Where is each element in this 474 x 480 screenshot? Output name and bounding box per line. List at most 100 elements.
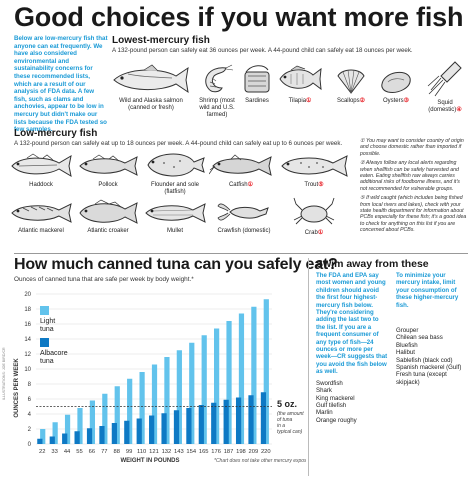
fish-item-catfish: Catfish① <box>208 152 274 189</box>
bar-albacore-tuna <box>37 438 43 444</box>
fish-label: Crab <box>304 230 318 236</box>
fish-item-squid: Squid (domestic)④ <box>420 58 470 114</box>
y-tick-label: 10 <box>24 367 31 373</box>
tilapia-icon <box>279 65 322 91</box>
legend-swatch <box>40 338 49 347</box>
salmon-icon <box>113 64 189 94</box>
fish-label: Trout <box>304 182 319 188</box>
mullet-icon <box>145 203 206 223</box>
oyster-icon <box>381 71 411 93</box>
footnote-mark: ① <box>306 98 312 104</box>
fish-label: Haddock <box>29 182 53 188</box>
tuna-subtitle: Ounces of canned tuna that are safe per … <box>14 276 194 283</box>
bar-light-tuna <box>89 400 96 444</box>
y-tick-label: 18 <box>24 307 31 313</box>
trout-icon <box>281 155 348 177</box>
fish-item-sardines: Sardines <box>240 62 274 105</box>
squid-icon <box>427 61 462 97</box>
mackerel-icon <box>11 203 72 223</box>
footnote-mark: ⑤ <box>318 182 324 188</box>
x-tick-label: 154 <box>186 449 196 455</box>
list-item: Gulf tilefish <box>316 401 347 409</box>
x-tick-label: 209 <box>249 449 259 455</box>
legend-label: Albacore tuna <box>40 350 68 365</box>
x-tick-label: 143 <box>174 449 184 455</box>
footnote-mark: ③ <box>403 98 410 104</box>
bar-light-tuna <box>114 386 120 444</box>
fish-item-crawfish: Crawfish (domestic) <box>214 196 274 235</box>
bar-albacore-tuna <box>173 410 180 444</box>
fish-label: Flounder and sole (flatfish) <box>150 182 200 195</box>
y-axis-label: OUNCES PER WEEK <box>14 358 20 418</box>
list-item: Halibut <box>396 349 415 357</box>
fish-label: Catfish <box>228 182 248 188</box>
x-tick-label: 44 <box>64 449 71 455</box>
flatfish-icon <box>147 153 205 177</box>
bar-albacore-tuna <box>149 415 155 444</box>
y-tick-label: 4 <box>28 412 32 418</box>
fish-item-oysters: Oysters③ <box>376 66 416 105</box>
list-item: Bluefish <box>396 341 418 349</box>
pollock-icon <box>79 154 138 176</box>
column-divider <box>308 258 309 476</box>
fish-label: Crawfish (domestic) <box>217 228 271 234</box>
x-tick-label: 176 <box>211 449 221 455</box>
list-item: King mackerel <box>316 394 355 402</box>
bar-light-tuna <box>251 306 257 444</box>
y-tick-label: 12 <box>24 352 31 358</box>
bar-light-tuna <box>52 422 58 444</box>
fish-item-shrimp: Shrimp (most wild and U.S. farmed) <box>194 64 240 119</box>
chart-y-ticks: 0 2 4 6 8 10 12 14 16 18 20 <box>24 292 31 448</box>
legend-swatch <box>40 306 49 315</box>
bar-light-tuna <box>238 313 245 444</box>
x-tick-label: 33 <box>51 449 57 455</box>
bar-light-tuna <box>164 357 170 444</box>
x-tick-label: 88 <box>114 449 120 455</box>
fish-item-pollock: Pollock <box>76 152 140 189</box>
catfish-icon <box>209 154 272 176</box>
list-item: Chilean sea bass <box>396 334 443 342</box>
list-item: Shark <box>316 387 332 395</box>
shrimp-icon <box>205 64 234 93</box>
bar-light-tuna <box>102 393 108 444</box>
list-item: Spanish mackerel (Gulf) <box>396 364 462 372</box>
y-tick-label: 16 <box>24 322 31 328</box>
swim-right-column: To minimize your mercury intake, limit y… <box>396 272 470 386</box>
swim-left-lead: The FDA and EPA say most women and young… <box>316 272 388 376</box>
x-tick-label: 220 <box>261 449 271 455</box>
y-tick-label: 6 <box>28 397 32 403</box>
intro-text: Below are low-mercury fish that anyone c… <box>14 35 108 134</box>
list-item: Grouper <box>396 327 419 335</box>
footnotes: ① You may want to consider country of or… <box>360 138 468 237</box>
sardine-can-icon <box>244 65 270 93</box>
x-tick-label: 77 <box>101 449 107 455</box>
bar-albacore-tuna <box>86 428 93 444</box>
swim-away-title: Swim away from these <box>316 258 429 270</box>
x-tick-label: 121 <box>149 449 159 455</box>
fish-label: Oysters <box>382 98 404 104</box>
haddock-icon <box>11 153 72 177</box>
fish-item-atlantic-mackerel: Atlantic mackerel <box>8 200 74 235</box>
list-item: Swordfish <box>316 379 343 387</box>
list-item: Marlin <box>316 409 333 417</box>
footnote-2: ② Always follow any local alerts regardi… <box>360 160 460 192</box>
x-tick-label: 66 <box>89 449 95 455</box>
bar-light-tuna <box>176 350 182 444</box>
lowest-mercury-title: Lowest-mercury fish <box>112 35 210 46</box>
footnote-mark: ④ <box>456 107 462 113</box>
x-tick-label: 132 <box>162 449 172 455</box>
footnote-5: ⑤ If wild caught (which includes being f… <box>360 195 467 234</box>
y-tick-label: 2 <box>28 427 32 433</box>
bar-albacore-tuna <box>74 431 80 444</box>
footnote-mark: ① <box>247 182 254 188</box>
fish-label: Wild and Alaska salmon (canned or fresh) <box>119 98 183 111</box>
bar-albacore-tuna <box>186 408 192 444</box>
bar-light-tuna <box>127 378 133 444</box>
scallop-icon <box>337 69 365 94</box>
bar-albacore-tuna <box>136 418 142 444</box>
x-tick-label: 55 <box>76 449 82 455</box>
fish-label: Shrimp (most wild and U.S. farmed) <box>199 98 235 118</box>
bar-light-tuna <box>77 408 83 444</box>
footnote-1: ① You may want to consider country of or… <box>360 138 464 157</box>
bar-albacore-tuna <box>62 433 68 444</box>
